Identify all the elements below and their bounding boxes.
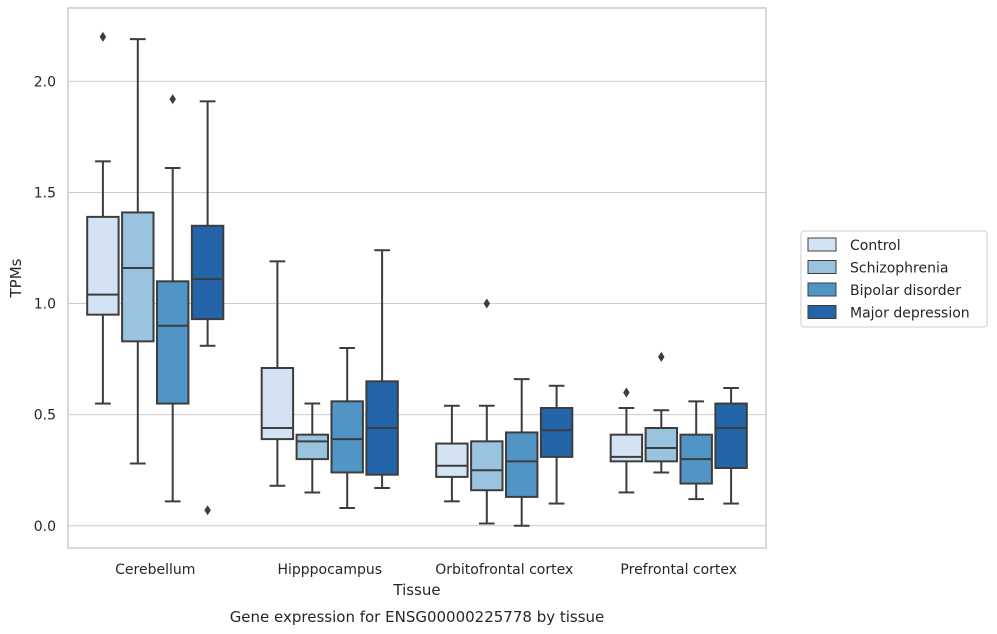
box-series <box>86 31 748 527</box>
x-tick-label: Cerebellum <box>115 562 195 578</box>
legend-label: Control <box>850 238 901 254</box>
box <box>435 404 469 503</box>
legend-label: Major depression <box>850 306 970 322</box>
box <box>155 94 190 503</box>
legend-swatch <box>807 260 837 274</box>
box-iqr <box>121 211 155 343</box>
x-tick-label: Prefrontal cortex <box>620 562 737 578</box>
box-iqr <box>86 215 120 316</box>
box-iqr <box>644 427 679 463</box>
box <box>679 400 713 501</box>
x-axis-label: Tissue <box>392 581 440 599</box>
outlier-point <box>99 31 107 42</box>
legend-swatch <box>807 237 837 252</box>
box-iqr <box>155 280 190 405</box>
legend-swatch <box>807 305 837 319</box>
legend-label: Bipolar disorder <box>850 283 961 299</box>
box <box>609 387 644 494</box>
box-iqr <box>714 402 748 469</box>
box <box>644 351 679 474</box>
y-tick-label: 1.5 <box>34 185 56 201</box>
box-iqr <box>504 431 539 498</box>
box-iqr <box>330 400 364 474</box>
legend: Control Schizophrenia Bipolar disorder Majo… <box>800 230 988 328</box>
box <box>295 402 330 494</box>
box-iqr <box>190 224 225 321</box>
box <box>86 31 120 405</box>
outlier-point <box>483 298 491 309</box>
x-axis-ticks: Cerebellum Hipppocampus Orbitofrontal cort… <box>115 562 737 578</box>
box <box>714 387 748 505</box>
y-axis-ticks: 0.0 0.5 1.0 1.5 2.0 <box>34 74 56 534</box>
outlier-point <box>658 351 665 362</box>
box-iqr <box>470 440 504 492</box>
y-axis-label: TPMs <box>7 258 25 298</box>
box-iqr <box>539 407 574 458</box>
legend-frame <box>800 230 988 328</box>
box <box>190 100 225 516</box>
chart-caption: Gene expression for ENSG00000225778 by t… <box>230 608 605 626</box>
y-tick-label: 1.0 <box>34 297 56 313</box>
y-tick-label: 2.0 <box>34 74 56 90</box>
y-tick-label: 0.0 <box>34 519 56 535</box>
box-iqr <box>435 442 469 478</box>
box <box>260 260 295 487</box>
y-tick-label: 0.5 <box>34 408 56 424</box>
box <box>470 298 504 525</box>
outlier-point <box>623 387 630 398</box>
x-tick-label: Orbitofrontal cortex <box>435 562 573 578</box>
x-tick-label: Hipppocampus <box>277 562 382 578</box>
box-iqr <box>295 433 330 461</box>
legend-label: Schizophrenia <box>850 261 948 277</box>
outlier-point <box>204 505 211 516</box>
legend-swatch <box>807 282 837 297</box>
box <box>539 384 574 505</box>
box <box>330 347 364 509</box>
outlier-point <box>169 94 176 105</box>
box <box>365 249 399 489</box>
box <box>121 38 155 465</box>
plot-area-frame <box>67 7 767 549</box>
box <box>504 378 539 527</box>
